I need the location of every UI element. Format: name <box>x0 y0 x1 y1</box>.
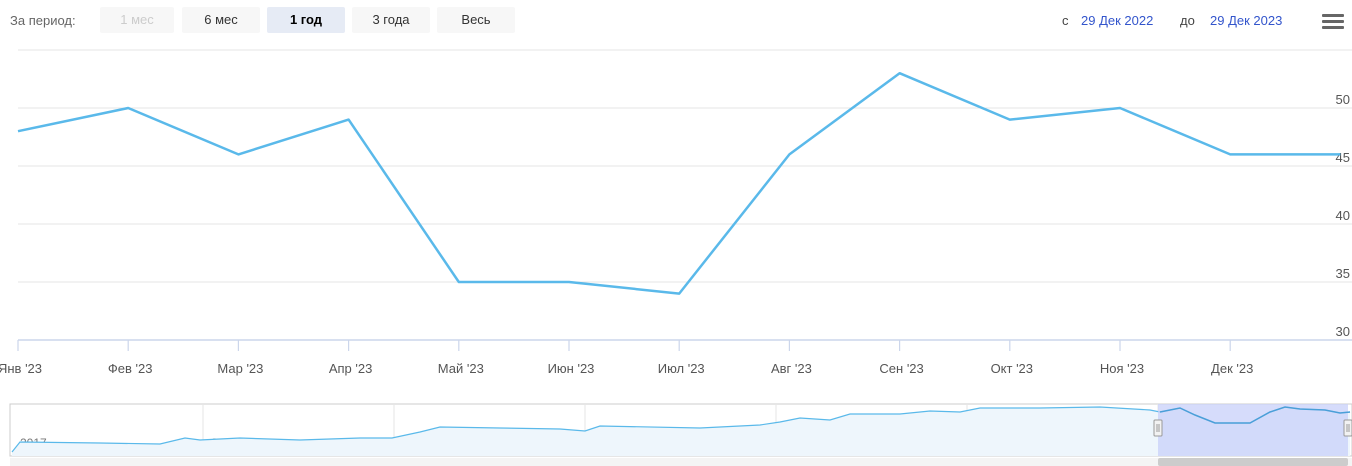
x-tick-label: Дек '23 <box>1211 361 1253 376</box>
range-button-6m[interactable]: 6 мес <box>182 7 260 33</box>
x-tick-label: Апр '23 <box>329 361 373 376</box>
range-button-3y[interactable]: 3 года <box>352 7 430 33</box>
hamburger-menu-icon[interactable] <box>1322 14 1344 32</box>
series-point <box>1120 108 1121 109</box>
series-point <box>348 119 349 120</box>
x-tick-label: Сен '23 <box>879 361 923 376</box>
x-tick-label: Фев '23 <box>108 361 153 376</box>
period-label: За период: <box>10 13 76 28</box>
series-point <box>1230 154 1231 155</box>
date-from-input[interactable]: 29 Дек 2022 <box>1081 13 1154 28</box>
y-tick-label: 30 <box>1336 324 1350 339</box>
navigator-selected-line <box>1159 406 1351 424</box>
scrollbar-track <box>10 458 1352 466</box>
range-selector-toolbar: За период: 1 мес 6 мес 1 год 3 года Весь… <box>0 0 1352 40</box>
series-point <box>679 293 680 294</box>
x-tick-label: Июл '23 <box>658 361 705 376</box>
series-point <box>128 108 129 109</box>
range-button-1y[interactable]: 1 год <box>267 7 345 33</box>
x-tick-label: Авг '23 <box>771 361 812 376</box>
range-button-all[interactable]: Весь <box>437 7 515 33</box>
x-tick-label: Янв '23 <box>0 361 42 376</box>
scrollbar-thumb[interactable] <box>1158 458 1348 466</box>
x-tick-label: Май '23 <box>438 361 484 376</box>
date-from-label: с <box>1062 13 1069 28</box>
series-point <box>899 73 900 74</box>
series-point <box>1340 154 1341 155</box>
navigator-area <box>12 407 1350 456</box>
x-tick-label: Июн '23 <box>548 361 595 376</box>
date-to-input[interactable]: 29 Дек 2023 <box>1210 13 1283 28</box>
series-point <box>1009 119 1010 120</box>
navigator-handle-left[interactable] <box>1153 419 1163 437</box>
y-tick-label: 50 <box>1336 92 1350 107</box>
x-tick-label: Мар '23 <box>217 361 263 376</box>
range-button-1m[interactable]: 1 мес <box>100 7 174 33</box>
series-point <box>789 154 790 155</box>
series-line <box>17 71 1341 295</box>
series-point <box>238 154 239 155</box>
x-tick-label: Окт '23 <box>991 361 1033 376</box>
series-point <box>458 282 459 283</box>
y-tick-label: 35 <box>1336 266 1350 281</box>
y-tick-label: 45 <box>1336 150 1350 165</box>
series-point <box>569 282 570 283</box>
navigator-handle-right[interactable] <box>1343 419 1352 437</box>
y-tick-label: 40 <box>1336 208 1350 223</box>
date-to-label: до <box>1180 13 1195 28</box>
series-point <box>18 131 19 132</box>
x-tick-label: Ноя '23 <box>1100 361 1144 376</box>
